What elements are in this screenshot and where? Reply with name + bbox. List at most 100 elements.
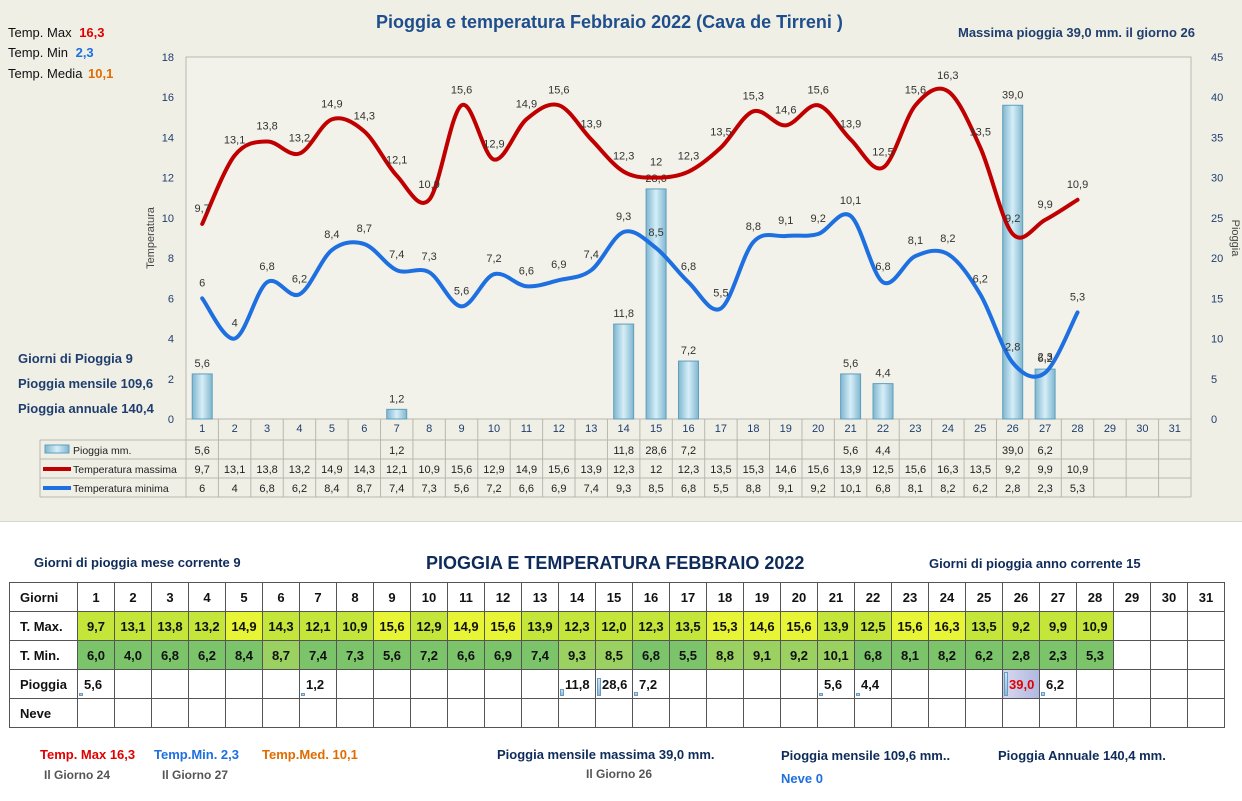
snow-cell bbox=[632, 698, 670, 728]
day-header-cell: 4 bbox=[188, 582, 226, 612]
table-cell-value: 6,2 bbox=[973, 483, 988, 495]
tmax-cell: 13,5 bbox=[965, 611, 1003, 641]
tmax-point-label: 15,6 bbox=[905, 84, 926, 96]
tmin-cell: 6,2 bbox=[965, 640, 1003, 670]
day-header-cell: 25 bbox=[965, 582, 1003, 612]
x-tick-label: 15 bbox=[650, 423, 662, 435]
snow-cell bbox=[817, 698, 855, 728]
table-cell-value: 12,1 bbox=[386, 464, 407, 476]
y-tick-label: 18 bbox=[162, 52, 174, 64]
snow-cell bbox=[706, 698, 744, 728]
days-row: Giorni 1 2 3 4 5 6 7 8 9 10 11 12 13 14 15 16 17 18 19 20 21… bbox=[9, 582, 1225, 612]
rain-bar bbox=[1002, 104, 1024, 420]
tmax-point-label: 16,3 bbox=[937, 70, 958, 82]
tmax-point-label: 10,9 bbox=[418, 179, 439, 191]
y-tick-label: 4 bbox=[168, 334, 174, 346]
table-cell-value: 14,9 bbox=[516, 464, 537, 476]
tmax-cell: 12,3 bbox=[558, 611, 596, 641]
tmax-point-label: 12 bbox=[650, 157, 662, 169]
tmin-cell: 6,0 bbox=[77, 640, 115, 670]
x-tick-label: 16 bbox=[682, 423, 694, 435]
snow-cell bbox=[447, 698, 485, 728]
day-header-cell: 22 bbox=[854, 582, 892, 612]
footer-monthly-rain: Pioggia mensile 109,6 mm.. bbox=[781, 748, 951, 763]
tmin-point-label: 9,1 bbox=[778, 215, 793, 227]
tmin-cell: 6,8 bbox=[151, 640, 189, 670]
day-header-cell: 12 bbox=[484, 582, 522, 612]
day-header-cell: 30 bbox=[1150, 582, 1188, 612]
snow-row: Neve bbox=[9, 698, 1225, 728]
table-cell-value: 8,4 bbox=[324, 483, 339, 495]
table-cell-value: 13,9 bbox=[581, 464, 602, 476]
rain-cell: 5,6 bbox=[817, 669, 855, 699]
day-header-cell: 21 bbox=[817, 582, 855, 612]
snow-cell bbox=[299, 698, 337, 728]
day-header-cell: 3 bbox=[151, 582, 189, 612]
table-cell-value: 6,2 bbox=[1037, 445, 1052, 457]
tmax-cell: 13,9 bbox=[817, 611, 855, 641]
day-header-cell: 19 bbox=[743, 582, 781, 612]
rain-bar-label: 5,6 bbox=[843, 358, 858, 370]
rain-bar bbox=[613, 323, 635, 420]
rain-cell-value: 7,2 bbox=[639, 676, 658, 692]
tmin-cell: 8,1 bbox=[891, 640, 929, 670]
tmin-cell: 5,3 bbox=[1076, 640, 1114, 670]
x-tick-label: 4 bbox=[296, 423, 302, 435]
y-tick-label: 12 bbox=[162, 173, 174, 185]
tmin-cell: 6,6 bbox=[447, 640, 485, 670]
day-header-cell: 18 bbox=[706, 582, 744, 612]
max-rain-note: Massima pioggia 39,0 mm. il giorno 26 bbox=[958, 25, 1195, 40]
tmin-point-label: 6,2 bbox=[973, 273, 988, 285]
day-header-cell: 17 bbox=[669, 582, 707, 612]
snow-cell bbox=[928, 698, 966, 728]
rain-bar-label: 39,0 bbox=[1002, 89, 1023, 101]
x-tick-label: 9 bbox=[459, 423, 465, 435]
footer-max-rain: Pioggia mensile massima 39,0 mm. bbox=[497, 747, 715, 762]
y-tick-label: 14 bbox=[162, 132, 174, 144]
tmax-cell bbox=[1150, 611, 1188, 641]
tmax-cell: 13,5 bbox=[669, 611, 707, 641]
y2-tick-label: 35 bbox=[1211, 132, 1223, 144]
tmin-point-label: 7,4 bbox=[584, 249, 599, 261]
rain-cell bbox=[521, 669, 559, 699]
side-rain-days: Giorni di Pioggia 9 bbox=[18, 351, 133, 366]
tmin-cell bbox=[1187, 640, 1225, 670]
tmax-cell: 15,6 bbox=[780, 611, 818, 641]
rain-cell-value: 6,2 bbox=[1046, 676, 1065, 692]
tmin-cell: 8,4 bbox=[225, 640, 263, 670]
y2-tick-label: 30 bbox=[1211, 173, 1223, 185]
tmax-point-label: 12,9 bbox=[483, 139, 504, 151]
tmin-point-label: 8,5 bbox=[648, 227, 663, 239]
rain-cell bbox=[928, 669, 966, 699]
rain-mini-bar bbox=[634, 692, 638, 696]
rain-cell bbox=[447, 669, 485, 699]
tmax-point-label: 13,8 bbox=[256, 120, 277, 132]
rain-cell bbox=[373, 669, 411, 699]
x-tick-label: 6 bbox=[361, 423, 367, 435]
tmin-cell: 9,3 bbox=[558, 640, 596, 670]
rain-cell: 4,4 bbox=[854, 669, 892, 699]
tmax-cell: 12,0 bbox=[595, 611, 633, 641]
table-cell-value: 9,9 bbox=[1037, 464, 1052, 476]
table-cell-value: 8,2 bbox=[940, 483, 955, 495]
y2-tick-label: 25 bbox=[1211, 213, 1223, 225]
tmin-cell: 6,8 bbox=[854, 640, 892, 670]
snow-cell bbox=[965, 698, 1003, 728]
rain-cell: 7,2 bbox=[632, 669, 670, 699]
tmin-row: T. Min. 6,0 4,0 6,8 6,2 8,4 8,7 7,4 7,3 5,6 7,2 6,… bbox=[9, 640, 1225, 670]
snow-cell bbox=[1076, 698, 1114, 728]
rain-bar bbox=[645, 188, 667, 420]
tmax-point-label: 14,9 bbox=[516, 98, 537, 110]
tmin-point-label: 5,3 bbox=[1070, 291, 1085, 303]
rain-bar-label: 4,4 bbox=[875, 368, 890, 380]
rain-bar-label: 7,2 bbox=[681, 345, 696, 357]
rain-bar bbox=[840, 373, 862, 420]
tmin-point-label: 8,1 bbox=[908, 235, 923, 247]
footer-tmed: Temp.Med. 10,1 bbox=[262, 747, 358, 762]
table-cell-value: 7,2 bbox=[681, 445, 696, 457]
table-cell-value: 13,5 bbox=[710, 464, 731, 476]
tmax-point-label: 12,3 bbox=[678, 151, 699, 163]
day-header-cell: 16 bbox=[632, 582, 670, 612]
table-cell-value: 39,0 bbox=[1002, 445, 1023, 457]
y2-tick-label: 20 bbox=[1211, 253, 1223, 265]
